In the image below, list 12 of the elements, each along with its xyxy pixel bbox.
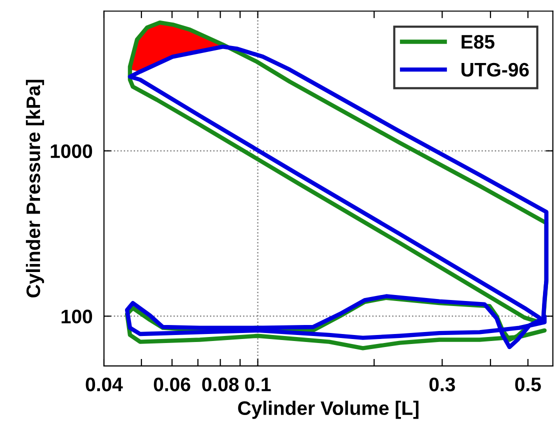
legend-label: UTG-96 xyxy=(462,62,529,77)
x-axis-title: Cylinder Volume [L] xyxy=(238,400,418,419)
x-tick-label: 0.1 xyxy=(245,378,271,392)
x-tick-label: 0.06 xyxy=(154,378,190,392)
x-tick-label: 0.08 xyxy=(202,378,239,392)
y-tick-label: 1000 xyxy=(50,144,92,158)
y-tick-label: 100 xyxy=(62,310,92,324)
x-tick-label: 0.04 xyxy=(86,378,123,392)
y-axis-title: Cylinder Pressure [kPa] xyxy=(26,80,44,298)
x-tick-label: 0.5 xyxy=(515,378,541,392)
x-tick-label: 0.3 xyxy=(429,378,456,392)
legend-label: E85 xyxy=(462,34,494,49)
